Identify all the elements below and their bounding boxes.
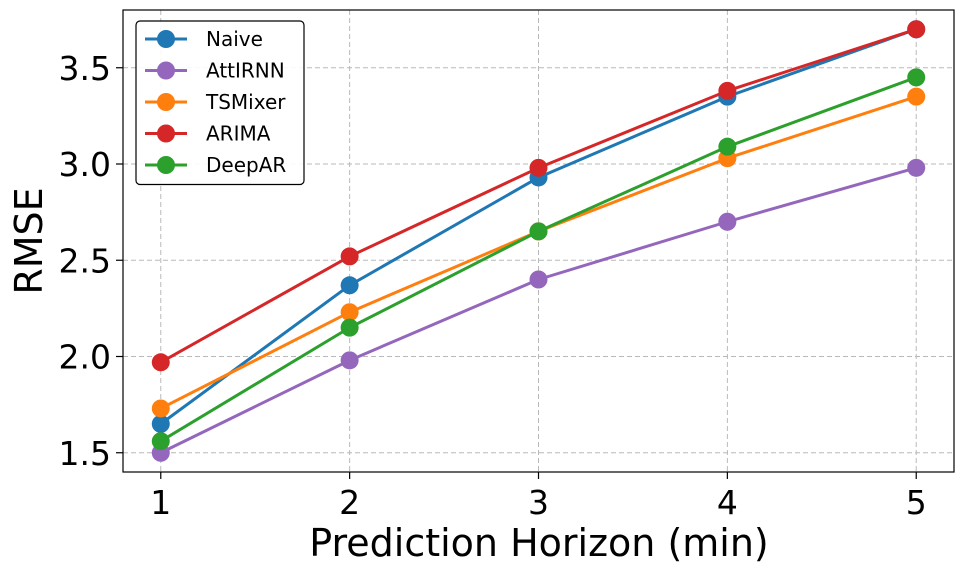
data-point-tsmixer — [907, 87, 926, 106]
y-tick-label: 3.0 — [59, 145, 111, 184]
y-tick-label: 2.0 — [59, 338, 111, 377]
data-point-deepar — [340, 318, 359, 337]
legend-marker — [157, 156, 175, 174]
data-point-attirnn — [907, 158, 926, 177]
series-deepar — [151, 68, 926, 451]
data-point-attirnn — [718, 212, 737, 231]
x-axis-label: Prediction Horizon (min) — [309, 521, 769, 565]
y-tick-label: 2.5 — [59, 241, 111, 280]
legend-item-arima: ARIMA — [145, 122, 271, 146]
data-point-attirnn — [340, 351, 359, 370]
legend-label: DeepAR — [206, 153, 286, 177]
legend-item-deepar: DeepAR — [145, 153, 286, 177]
x-tick-label: 2 — [339, 483, 360, 522]
legend-label: TSMixer — [205, 90, 286, 114]
legend-marker — [157, 30, 175, 48]
data-point-tsmixer — [151, 399, 170, 418]
legend-marker — [157, 61, 175, 80]
x-tick-label: 1 — [150, 483, 171, 522]
data-point-arima — [529, 158, 548, 177]
x-tick-label: 3 — [528, 483, 549, 522]
legend-box — [135, 20, 305, 186]
y-tick-label: 1.5 — [59, 434, 111, 473]
data-point-naive — [151, 414, 170, 433]
data-point-naive — [340, 276, 359, 295]
legend-item-attirnn: AttIRNN — [145, 59, 285, 83]
data-point-arima — [340, 247, 359, 266]
y-axis-label: RMSE — [7, 187, 51, 294]
series-arima — [151, 20, 926, 372]
data-point-deepar — [718, 137, 737, 156]
x-tick-label: 5 — [906, 483, 927, 522]
y-tick-label: 3.5 — [59, 49, 111, 88]
legend-label: Naive — [206, 27, 263, 51]
data-point-deepar — [529, 222, 548, 241]
legend-marker — [157, 93, 175, 111]
data-point-arima — [718, 81, 737, 100]
data-point-deepar — [151, 432, 170, 451]
legend-item-tsmixer: TSMixer — [145, 90, 286, 114]
legend: Naive AttIRNN TSMixer ARIMA DeepAR — [135, 20, 305, 186]
axis-ticks: 1 2 3 4 5 1.5 2.0 2.5 3.0 3.5 — [59, 49, 927, 522]
legend-label: AttIRNN — [206, 59, 285, 83]
series-layer — [151, 20, 926, 462]
data-point-arima — [151, 353, 170, 372]
legend-item-naive: Naive — [145, 27, 263, 51]
data-point-attirnn — [529, 270, 548, 289]
data-point-tsmixer — [340, 303, 359, 322]
legend-marker — [157, 124, 175, 143]
data-point-deepar — [907, 68, 926, 87]
x-tick-label: 4 — [717, 483, 738, 522]
data-point-arima — [907, 20, 926, 39]
legend-label: ARIMA — [206, 122, 271, 146]
